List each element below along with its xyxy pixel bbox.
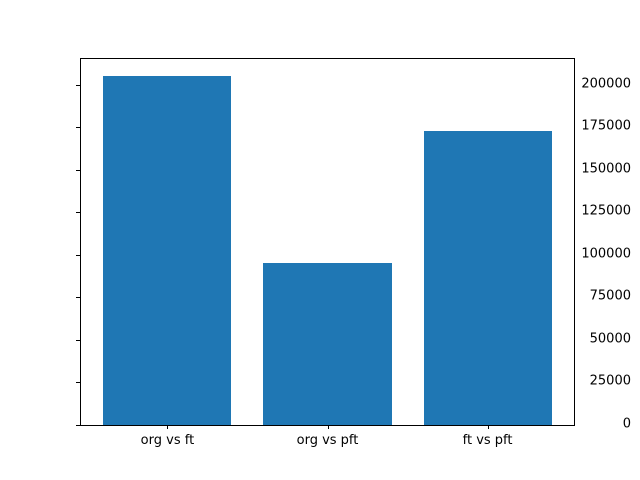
y-axis-tick-label: 150000	[581, 161, 631, 177]
y-axis-tick	[76, 382, 80, 384]
y-axis-tick-label: 0	[622, 416, 631, 432]
plot-area: org vs ft org vs pft ft vs pft	[76, 58, 575, 448]
x-axis-tick	[487, 425, 489, 429]
y-axis-tick-label: 125000	[581, 203, 631, 219]
y-axis-tick	[76, 127, 80, 129]
y-axis-tick	[76, 84, 80, 86]
y-axis-tick-label: 175000	[581, 118, 631, 134]
y-axis-tick-label: 25000	[589, 373, 631, 389]
bar-org-vs-ft	[103, 76, 232, 425]
y-axis-tick	[76, 169, 80, 171]
y-axis-tick-label: 100000	[581, 246, 631, 262]
y-axis-tick	[76, 212, 80, 214]
x-axis-category-label: org vs pft	[296, 433, 359, 448]
x-axis-category-label: org vs ft	[140, 433, 195, 448]
y-axis-tick	[76, 425, 80, 426]
x-axis-tick	[167, 425, 169, 429]
y-axis-tick-label: 200000	[581, 76, 631, 92]
y-axis-tick-label: 75000	[589, 288, 631, 304]
bar-ft-vs-pft	[423, 130, 552, 425]
y-axis-tick	[76, 297, 80, 299]
y-axis-tick	[76, 254, 80, 256]
y-axis-tick	[76, 339, 80, 341]
x-axis-category-label: ft vs pft	[462, 433, 513, 448]
bar-org-vs-pft	[263, 263, 392, 425]
y-axis-tick-label: 50000	[589, 331, 631, 347]
x-axis-tick	[327, 425, 329, 429]
